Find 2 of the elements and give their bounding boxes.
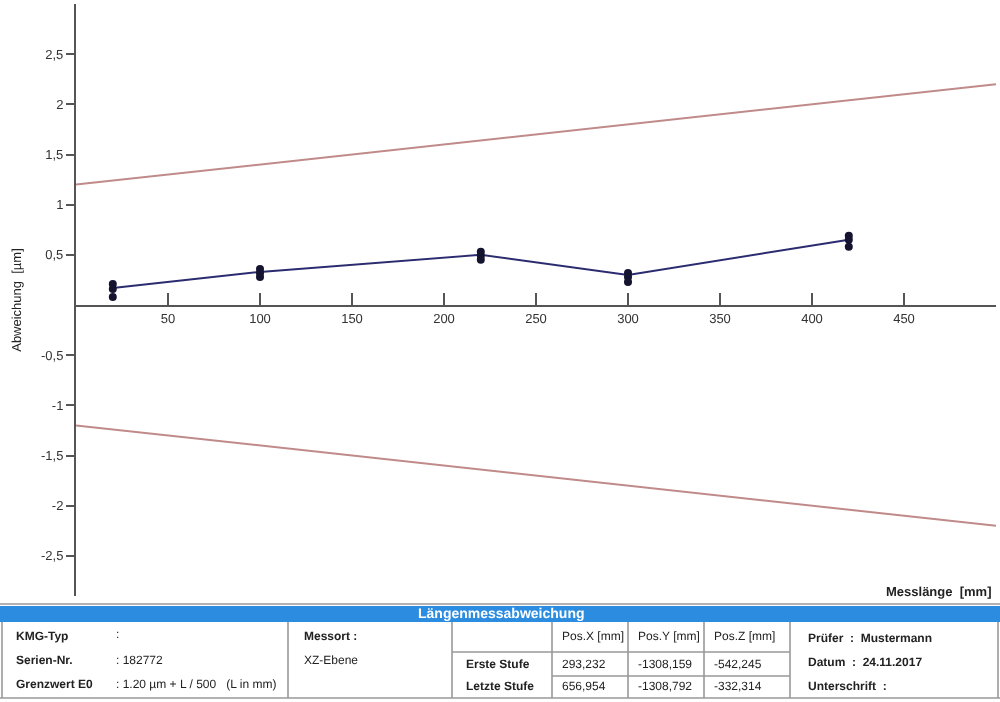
point [844, 242, 853, 251]
point [108, 292, 117, 301]
